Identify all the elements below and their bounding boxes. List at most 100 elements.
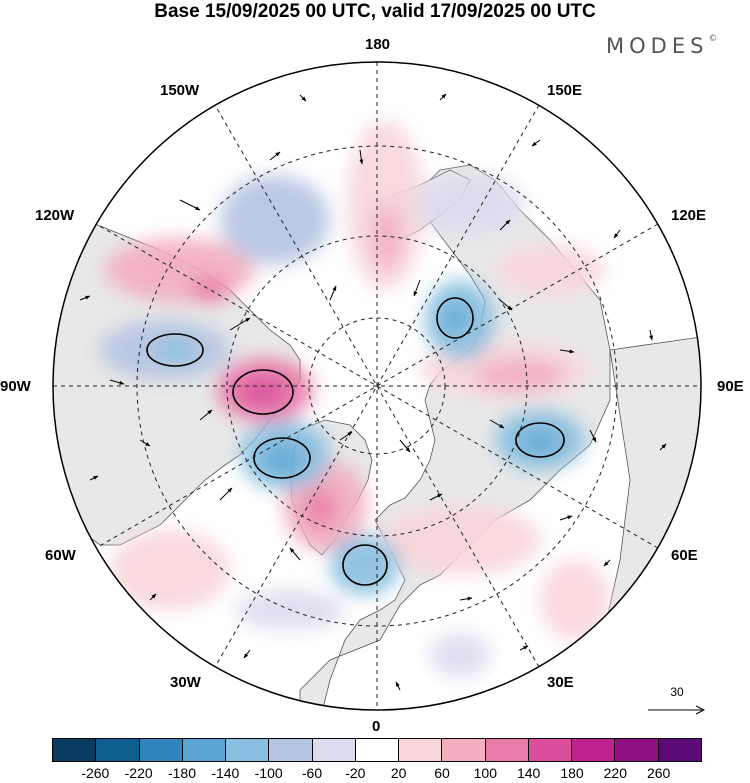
wind-arrow xyxy=(79,295,91,301)
wind-arrow xyxy=(119,133,129,141)
colorbar-tick-label: 60 xyxy=(434,765,450,781)
wind-arrow xyxy=(219,487,233,501)
anomaly-positive-atlantic xyxy=(110,530,230,610)
wind-arrow xyxy=(429,493,443,501)
colorbar-segment xyxy=(95,739,139,761)
colorbar-segment xyxy=(268,739,312,761)
colorbar-segment xyxy=(354,739,399,761)
wind-arrow xyxy=(399,439,411,453)
map-border xyxy=(52,61,702,711)
wind-arrow xyxy=(519,645,529,651)
wind-arrow xyxy=(413,279,421,297)
contour-ring-2 xyxy=(253,437,311,479)
map-title: Base 15/09/2025 00 UTC, valid 17/09/2025… xyxy=(154,1,596,22)
anomaly-negative-north-atlantic xyxy=(330,535,400,595)
anomaly-positive-europe xyxy=(380,505,540,575)
reference-arrow-icon xyxy=(648,705,706,715)
anomaly-negative-alaska-core xyxy=(153,337,197,363)
lon-label-30e: 30E xyxy=(547,674,574,691)
colorbar-tick-label: -220 xyxy=(124,765,153,781)
colorbar-segment xyxy=(441,739,485,761)
colorbar-segment xyxy=(138,739,182,761)
reference-vector: 30 xyxy=(648,685,706,715)
anomaly-positive-pacific-arctic xyxy=(347,120,423,290)
wind-arrow xyxy=(589,429,597,443)
wind-arrow xyxy=(603,559,611,567)
anomaly-positive-siberia-core xyxy=(475,359,565,391)
wind-arrow xyxy=(559,515,573,521)
wind-arrow xyxy=(559,349,575,354)
colorbar-tick-label: -20 xyxy=(345,765,366,781)
anomaly-positive-core-2 xyxy=(190,277,230,303)
wind-arrow xyxy=(499,299,513,311)
wind-arrow xyxy=(89,475,99,481)
contour-lines xyxy=(146,297,565,586)
wind-arrow xyxy=(659,443,667,451)
anomaly-negative-asia xyxy=(415,175,525,235)
graticule xyxy=(53,62,701,710)
colorbar-tick-label: 140 xyxy=(516,765,541,781)
colorbar-tick-label: 20 xyxy=(390,765,407,781)
anomaly-positive-core-1 xyxy=(372,206,402,270)
wind-arrow xyxy=(229,317,251,331)
colorbar-segment xyxy=(53,739,96,761)
anomaly-negative-hudson-core xyxy=(260,444,304,476)
wind-arrow xyxy=(299,94,307,102)
wind-arrow xyxy=(289,547,301,561)
wind-arrow xyxy=(649,329,654,341)
anomaly-positive-central-asia xyxy=(540,560,610,640)
lon-label-60w: 60W xyxy=(45,547,76,564)
colorbar-tick-label: -140 xyxy=(211,765,240,781)
wind-arrow xyxy=(269,151,281,161)
wind-arrow xyxy=(199,103,207,111)
wind-arrow xyxy=(531,139,541,147)
wind-arrow xyxy=(339,431,353,441)
colorbar-segment xyxy=(311,739,355,761)
wind-arrow xyxy=(109,379,125,385)
colorbar-segment xyxy=(181,739,226,761)
copyright-mark: © xyxy=(708,34,718,44)
lon-label-150e: 150E xyxy=(547,82,583,99)
wind-arrow xyxy=(139,439,151,447)
lon-label-180: 180 xyxy=(365,36,391,53)
colorbar-tick-label: 220 xyxy=(603,765,628,781)
wind-arrow xyxy=(329,285,337,301)
wind-arrow xyxy=(439,93,447,101)
lon-label-120e: 120E xyxy=(671,207,707,224)
colorbar-ticks: -260 -220 -180 -140 -100 -60 -20 20 60 100 140 180 2… xyxy=(52,765,702,783)
colorbar-tick-label: -100 xyxy=(254,765,283,781)
contour-ring-5 xyxy=(146,333,204,367)
colorbar-segment xyxy=(484,739,528,761)
colorbar-segment xyxy=(614,739,658,761)
wind-vectors xyxy=(79,93,667,691)
colorbar-segment xyxy=(571,739,615,761)
wind-arrow xyxy=(489,419,505,429)
colorbar-tick-label: -60 xyxy=(301,765,323,781)
modes-logo-text: MODES xyxy=(606,34,709,58)
lon-label-150w: 150W xyxy=(160,82,200,99)
wind-arrow xyxy=(499,219,511,231)
anomaly-positive-core-4 xyxy=(304,488,336,528)
anomaly-positive-core-3 xyxy=(239,376,287,408)
wind-arrow xyxy=(395,681,401,691)
contour-ring-4 xyxy=(436,297,474,339)
contour-ring-3 xyxy=(515,422,565,458)
wind-arrow xyxy=(179,199,201,211)
wind-arrow xyxy=(199,409,213,421)
anomaly-negative-pacific xyxy=(220,175,330,265)
wind-arrow xyxy=(243,649,251,659)
colorbar-segment xyxy=(398,739,442,761)
anomaly-negative-bering-core xyxy=(441,304,469,332)
lon-label-30w: 30W xyxy=(170,674,201,691)
reference-vector-label: 30 xyxy=(670,685,684,699)
lon-label-120w: 120W xyxy=(35,207,75,224)
colorbar-tick-label: -180 xyxy=(167,765,197,781)
modes-logo: MODES© xyxy=(606,34,717,58)
lon-label-60e: 60E xyxy=(671,547,698,564)
contour-ring-6 xyxy=(342,544,388,586)
wind-arrow xyxy=(149,593,157,601)
colorbar xyxy=(52,738,702,762)
wind-arrow xyxy=(359,149,364,165)
anomaly-negative-mediterranean xyxy=(430,633,490,677)
